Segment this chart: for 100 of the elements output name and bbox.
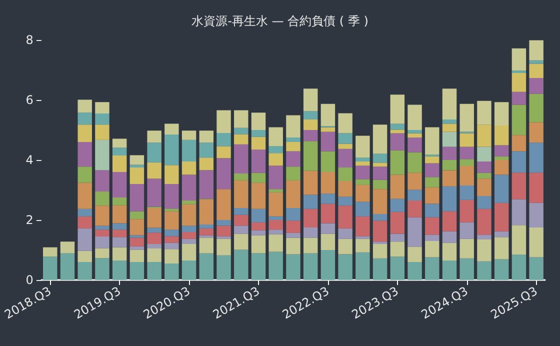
bar [234,226,248,234]
bar [390,198,405,212]
bar [425,156,440,164]
bar [477,172,492,179]
bar [268,127,283,146]
bar [112,230,127,238]
y-tick-label: 8 [26,33,34,47]
bar [494,259,509,280]
bar [372,162,388,167]
bar [320,234,336,250]
bar [164,211,179,230]
bar [372,124,388,154]
bar [460,133,474,147]
bar [460,159,474,166]
bar [78,142,92,167]
bar [216,226,231,236]
bar [320,223,336,234]
bar [130,164,144,168]
bar [95,230,110,236]
bar [372,166,388,180]
bar [164,242,179,250]
bar [286,180,300,208]
bar [216,255,231,280]
bar [112,156,127,172]
bar [78,166,92,183]
bar [512,172,526,200]
bar [216,189,231,220]
bar [216,158,231,190]
bar [251,150,266,173]
bar [320,132,336,152]
bar [442,231,457,243]
bar [234,134,248,144]
bar [512,135,526,152]
bar [529,202,544,228]
bar [147,248,162,262]
bar [112,172,127,198]
bar [286,142,300,152]
bar [42,256,58,280]
bar [268,166,283,190]
bar [390,234,405,242]
bar [164,124,179,134]
bar [286,115,300,138]
bar [372,189,388,214]
bar [182,162,196,175]
bar [251,230,266,236]
bar [164,264,179,280]
bar [268,220,283,230]
bar [147,228,162,233]
bar [130,219,144,236]
bar [477,261,492,280]
bar [147,244,162,248]
bar [408,138,422,152]
bar [529,40,544,60]
bar [442,211,457,232]
bar [390,242,405,257]
bar [390,212,405,234]
bar [338,254,352,280]
bar [216,133,231,146]
bar [147,142,162,162]
bar [320,250,336,280]
bar [320,127,336,132]
bar [286,232,300,238]
bar [303,130,318,142]
bar [60,253,75,280]
bar [442,120,457,124]
bar [95,258,110,280]
bar [130,262,144,280]
bar [460,146,474,160]
bar [512,151,526,173]
bar [112,247,127,260]
bar [95,170,110,192]
bar [234,234,248,250]
bar [477,124,492,147]
bar [95,226,110,230]
bar [234,214,248,226]
bar [425,241,440,258]
bar [78,124,92,142]
bar [529,78,544,94]
bar [268,230,283,234]
bar [164,184,179,209]
bar [356,162,370,166]
bar [425,127,440,155]
bar [303,253,318,280]
bar [268,189,283,192]
bar [147,208,162,228]
bar [460,238,474,258]
bar [372,220,388,242]
bar [199,170,214,199]
bar [338,148,352,168]
bar [372,154,388,163]
bar [442,132,457,147]
bar [494,160,509,175]
bar [130,211,144,220]
bar [112,223,127,230]
bar [408,152,422,173]
bar [78,262,92,280]
bar [234,144,248,174]
bar [460,104,474,132]
bar [251,130,266,137]
bar [234,110,248,128]
